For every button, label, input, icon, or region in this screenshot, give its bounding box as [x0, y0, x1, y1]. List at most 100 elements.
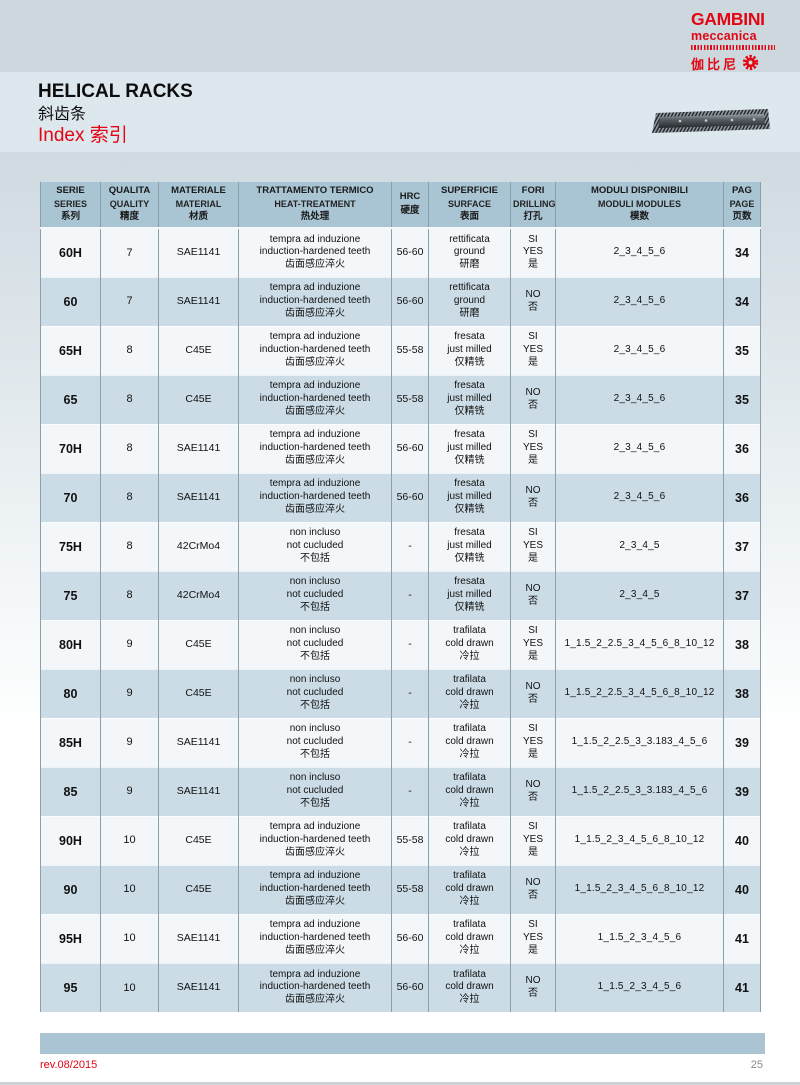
treatment-cell: non incluso not cucluded 不包括: [238, 619, 392, 669]
serie-cell: 70H: [40, 423, 101, 473]
drilling-cell: NO 否: [510, 962, 556, 1012]
treatment-cell: tempra ad induzione induction-hardened te…: [238, 913, 392, 963]
serie-cell: 75H: [40, 521, 101, 571]
table-row: 70 8 SAE1141 tempra ad induzione induction-h…: [40, 472, 761, 522]
quality-cell: 10: [100, 962, 159, 1012]
page-cell: 36: [723, 423, 761, 473]
table-row: 80 9 C45E non incluso not cucluded 不包括 - trafil…: [40, 668, 761, 718]
page-cell: 41: [723, 962, 761, 1012]
serie-cell: 85H: [40, 717, 101, 767]
surface-cell: fresata just milled 仅精铣: [428, 374, 511, 424]
treatment-cell: tempra ad induzione induction-hardened te…: [238, 276, 392, 326]
moduli-cell: 2_3_4_5: [555, 521, 724, 571]
drilling-cell: SI YES 是: [510, 815, 556, 865]
drilling-cell: SI YES 是: [510, 913, 556, 963]
material-cell: SAE1141: [158, 423, 239, 473]
material-cell: C45E: [158, 668, 239, 718]
column-header-treatment: TRATTAMENTO TERMICO HEAT-TREATMENT 热处理: [238, 182, 392, 229]
drilling-cell: SI YES 是: [510, 619, 556, 669]
hrc-cell: -: [391, 668, 429, 718]
material-cell: C45E: [158, 815, 239, 865]
quality-cell: 10: [100, 864, 159, 914]
serie-cell: 65: [40, 374, 101, 424]
treatment-cell: non incluso not cucluded 不包括: [238, 717, 392, 767]
column-header-material: MATERIALE MATERIAL 材质: [158, 182, 239, 229]
serie-cell: 85: [40, 766, 101, 816]
quality-cell: 10: [100, 913, 159, 963]
hrc-cell: 55-58: [391, 374, 429, 424]
index-title: Index 索引: [38, 124, 193, 147]
hrc-cell: 56-60: [391, 472, 429, 522]
treatment-cell: tempra ad induzione induction-hardened te…: [238, 864, 392, 914]
quality-cell: 9: [100, 717, 159, 767]
revision-label: rev.08/2015: [40, 1059, 98, 1071]
column-header-drilling: FORI DRILLING 打孔: [510, 182, 556, 229]
quality-cell: 8: [100, 374, 159, 424]
table-row: 60 7 SAE1141 tempra ad induzione induction-h…: [40, 276, 761, 326]
quality-cell: 10: [100, 815, 159, 865]
quality-cell: 9: [100, 766, 159, 816]
page-cell: 41: [723, 913, 761, 963]
page-cell: 37: [723, 521, 761, 571]
hrc-cell: 56-60: [391, 962, 429, 1012]
material-cell: SAE1141: [158, 913, 239, 963]
hrc-cell: 56-60: [391, 228, 429, 277]
drilling-cell: NO 否: [510, 570, 556, 620]
moduli-cell: 1_1.5_2_3_4_5_6_8_10_12: [555, 815, 724, 865]
treatment-cell: tempra ad induzione induction-hardened te…: [238, 228, 392, 277]
serie-cell: 75: [40, 570, 101, 620]
serie-cell: 80H: [40, 619, 101, 669]
treatment-cell: tempra ad induzione induction-hardened te…: [238, 423, 392, 473]
treatment-cell: tempra ad induzione induction-hardened te…: [238, 374, 392, 424]
table-row: 95 10 SAE1141 tempra ad induzione induction-…: [40, 962, 761, 1012]
moduli-cell: 2_3_4_5_6: [555, 472, 724, 522]
page-title-block: HELICAL RACKS 斜齿条 Index 索引: [38, 81, 193, 147]
quality-cell: 8: [100, 570, 159, 620]
quality-cell: 7: [100, 276, 159, 326]
quality-cell: 8: [100, 521, 159, 571]
logo-rack-teeth-line: [691, 45, 775, 50]
hrc-cell: 55-58: [391, 815, 429, 865]
page-title: HELICAL RACKS: [38, 81, 193, 102]
material-cell: SAE1141: [158, 472, 239, 522]
moduli-cell: 2_3_4_5_6: [555, 374, 724, 424]
surface-cell: fresata just milled 仅精铣: [428, 423, 511, 473]
column-header-quality: QUALITA QUALITY 精度: [100, 182, 159, 229]
helical-rack-image: [650, 104, 772, 143]
table-row: 70H 8 SAE1141 tempra ad induzione induction-…: [40, 423, 761, 473]
moduli-cell: 2_3_4_5: [555, 570, 724, 620]
surface-cell: trafilata cold drawn 冷拉: [428, 962, 511, 1012]
quality-cell: 8: [100, 472, 159, 522]
hrc-cell: -: [391, 619, 429, 669]
table-row: 90 10 C45E tempra ad induzione induction-har…: [40, 864, 761, 914]
page-title-chinese: 斜齿条: [38, 105, 87, 123]
table-row: 75H 8 42CrMo4 non incluso not cucluded 不包括 - fr…: [40, 521, 761, 571]
page-cell: 37: [723, 570, 761, 620]
logo-wordmark: GAMBINI: [691, 9, 765, 29]
drilling-cell: NO 否: [510, 472, 556, 522]
table-row: 65 8 C45E tempra ad induzione induction-hard…: [40, 374, 761, 424]
treatment-cell: tempra ad induzione induction-hardened te…: [238, 815, 392, 865]
moduli-cell: 1_1.5_2_2.5_3_3.183_4_5_6: [555, 766, 724, 816]
drilling-cell: NO 否: [510, 276, 556, 326]
index-label: Index: [38, 124, 85, 146]
surface-cell: trafilata cold drawn 冷拉: [428, 717, 511, 767]
serie-cell: 65H: [40, 325, 101, 375]
hrc-cell: 55-58: [391, 325, 429, 375]
logo-subtitle: meccanica: [691, 28, 757, 43]
page-cell: 36: [723, 472, 761, 522]
surface-cell: rettificata ground 研磨: [428, 228, 511, 277]
material-cell: SAE1141: [158, 766, 239, 816]
table-row: 95H 10 SAE1141 tempra ad induzione induction…: [40, 913, 761, 963]
logo-chinese-name: 伽比尼: [691, 57, 740, 72]
table-row: 90H 10 C45E tempra ad induzione induction-ha…: [40, 815, 761, 865]
moduli-cell: 1_1.5_2_3_4_5_6_8_10_12: [555, 864, 724, 914]
column-header-serie: SERIE SERIES 系列: [40, 182, 101, 229]
surface-cell: trafilata cold drawn 冷拉: [428, 619, 511, 669]
drilling-cell: NO 否: [510, 668, 556, 718]
serie-cell: 80: [40, 668, 101, 718]
material-cell: C45E: [158, 864, 239, 914]
surface-cell: fresata just milled 仅精铣: [428, 570, 511, 620]
quality-cell: 9: [100, 668, 159, 718]
surface-cell: fresata just milled 仅精铣: [428, 472, 511, 522]
